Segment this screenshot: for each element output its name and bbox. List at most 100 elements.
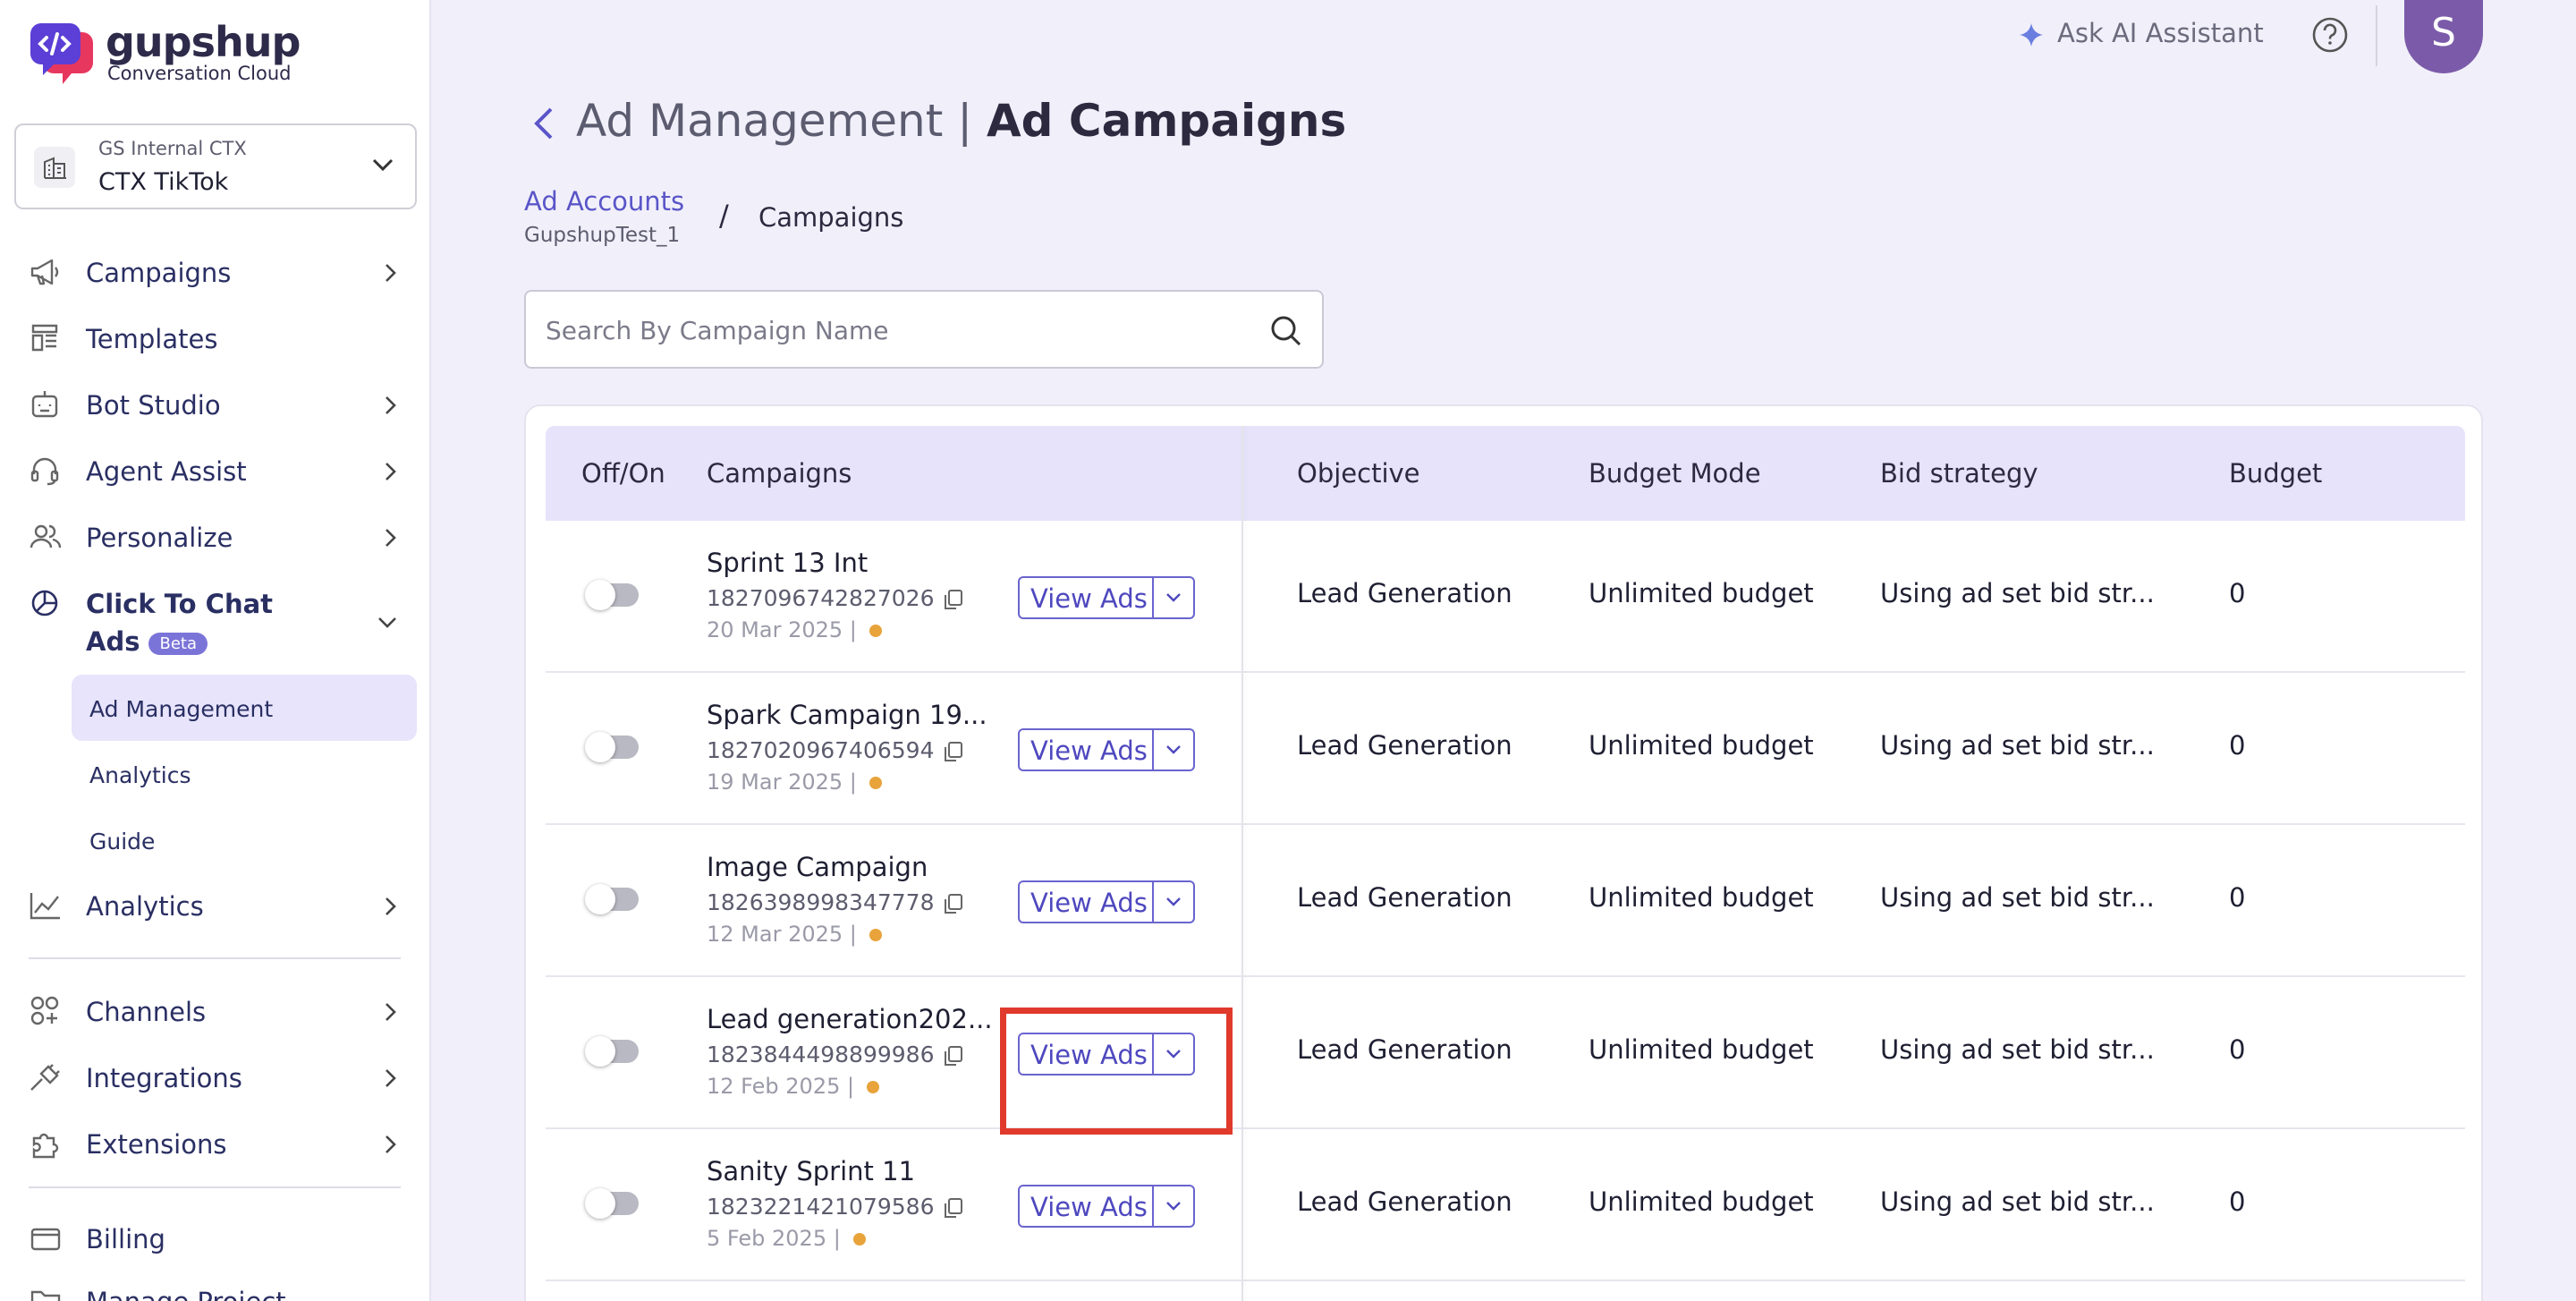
objective-cell: Lead Generation [1297,1186,1513,1217]
sidebar-item-agent-assist[interactable]: Agent Assist [0,444,431,497]
search-input[interactable] [546,311,1243,349]
table-row: Lead generation202... 1823844498899986 1… [546,977,2465,1129]
campaign-toggle[interactable] [585,580,639,610]
budget-cell: 0 [2229,882,2246,913]
bot-icon [31,391,58,418]
campaign-id: 1827096742827026 [707,585,963,611]
sidebar-item-billing[interactable]: Billing [0,1212,431,1265]
help-icon[interactable] [2311,16,2349,54]
page-title-prefix: Ad Management | [576,95,973,147]
chevron-down-icon[interactable] [1163,893,1184,911]
workspace-project: CTX TikTok [98,168,229,196]
header-off-on: Off/On [581,458,665,489]
sidebar-item-personalize[interactable]: Personalize [0,510,431,564]
header-objective: Objective [1297,458,1420,489]
search-box [524,290,1324,369]
campaign-date-value: 20 Mar 2025 | [707,617,857,642]
search-icon[interactable] [1268,313,1304,349]
brand-tagline: Conversation Cloud [107,63,292,84]
view-ads-label: View Ads [1030,736,1148,766]
sidebar-item-channels[interactable]: Channels [0,984,431,1038]
puzzle-icon [32,1133,59,1159]
view-ads-button[interactable]: View Ads [1018,576,1195,619]
copy-icon[interactable] [944,741,963,762]
campaign-name: Sanity Sprint 11 [707,1156,916,1186]
campaign-name: Image Campaign [707,852,928,882]
table-row: Spark Campaign 19... 1827020967406594 19… [546,673,2465,825]
campaign-toggle[interactable] [585,1188,639,1219]
topbar-divider [2376,5,2377,66]
chevron-down-icon[interactable] [1163,589,1184,607]
breadcrumb-account-name: GupshupTest_1 [524,224,681,247]
brand-logo[interactable]: gupshup Conversation Cloud [27,16,402,93]
campaign-id: 1827020967406594 [707,737,963,763]
highlight-annotation [1000,1008,1233,1135]
sidebar-item-campaigns[interactable]: Campaigns [0,245,431,299]
breadcrumb-current: Campaigns [758,202,904,233]
channels-icon [30,996,59,1025]
campaign-toggle[interactable] [585,1036,639,1067]
chevron-right-icon [386,529,396,547]
sidebar-item-integrations[interactable]: Integrations [0,1050,431,1104]
plug-icon [30,1064,60,1091]
budget-mode-cell: Unlimited budget [1589,730,1814,761]
campaign-id-value: 1826398998347778 [707,889,935,915]
budget-cell: 0 [2229,578,2246,608]
campaign-toggle[interactable] [585,884,639,914]
chevron-down-icon[interactable] [1163,741,1184,759]
view-ads-button[interactable]: View Ads [1018,880,1195,923]
campaign-date-value: 12 Feb 2025 | [707,1074,855,1099]
sidebar-item-label-line2: Ads Beta [86,626,208,657]
sidebar-item-click-to-chat-ads[interactable]: Click To Chat Ads Beta [0,576,431,666]
sidebar-item-label: Manage Project [86,1287,286,1301]
status-dot [869,625,882,637]
workspace-selector[interactable]: GS Internal CTX CTX TikTok [14,123,417,209]
sidebar-subitem-label: Analytics [89,762,191,788]
sidebar-item-extensions[interactable]: Extensions [0,1117,431,1170]
campaign-id: 1823844498899986 [707,1042,963,1067]
sidebar-item-manage-project[interactable]: Manage Project [0,1274,431,1301]
sidebar-item-label: Personalize [86,523,233,553]
sidebar: gupshup Conversation Cloud GS Internal C… [0,0,431,1301]
campaign-date: 19 Mar 2025 | [707,770,882,795]
view-ads-button[interactable]: View Ads [1018,1185,1195,1228]
bid-strategy-cell: Using ad set bid str... [1880,730,2155,761]
status-dot [869,777,882,789]
copy-icon[interactable] [944,1045,963,1067]
campaign-id: 1823221421079586 [707,1194,963,1220]
chevron-down-icon[interactable] [1163,1045,1184,1063]
sidebar-item-label: Analytics [86,891,204,922]
budget-cell: 0 [2229,1034,2246,1065]
toggle-knob [585,580,615,610]
campaign-toggle[interactable] [585,732,639,762]
header-budget: Budget [2229,458,2323,489]
bid-strategy-cell: Using ad set bid str... [1880,578,2155,608]
copy-icon[interactable] [944,1197,963,1219]
table-row: Sprint 13 Int 1827096742827026 20 Mar 20… [546,521,2465,673]
sidebar-subitem-analytics[interactable]: Analytics [72,741,417,807]
campaign-id: 1826398998347778 [707,889,963,915]
sidebar-item-bot-studio[interactable]: Bot Studio [0,378,431,431]
chevron-right-icon [386,1135,396,1153]
view-ads-button[interactable]: View Ads [1018,728,1195,771]
button-split [1152,1034,1154,1074]
avatar[interactable]: S [2404,0,2483,73]
table-row: Image Campaign 1826398998347778 12 Mar 2… [546,825,2465,977]
back-arrow-icon[interactable] [528,104,560,143]
sidebar-item-label: Extensions [86,1129,227,1160]
template-icon [31,324,58,352]
sidebar-item-templates[interactable]: Templates [0,311,431,365]
view-ads-label: View Ads [1030,1192,1148,1222]
chevron-down-icon[interactable] [1163,1197,1184,1215]
copy-icon[interactable] [944,589,963,610]
campaign-date-value: 5 Feb 2025 | [707,1226,841,1251]
view-ads-label: View Ads [1030,1040,1148,1070]
objective-cell: Lead Generation [1297,1034,1513,1065]
sidebar-subitem-guide[interactable]: Guide [72,807,417,873]
sidebar-subitem-ad-management[interactable]: Ad Management [72,675,417,741]
bid-strategy-cell: Using ad set bid str... [1880,1034,2155,1065]
view-ads-button[interactable]: View Ads [1018,1033,1195,1076]
breadcrumb-ad-accounts[interactable]: Ad Accounts [524,186,685,217]
copy-icon[interactable] [944,893,963,914]
sidebar-item-analytics[interactable]: Analytics [0,879,431,932]
